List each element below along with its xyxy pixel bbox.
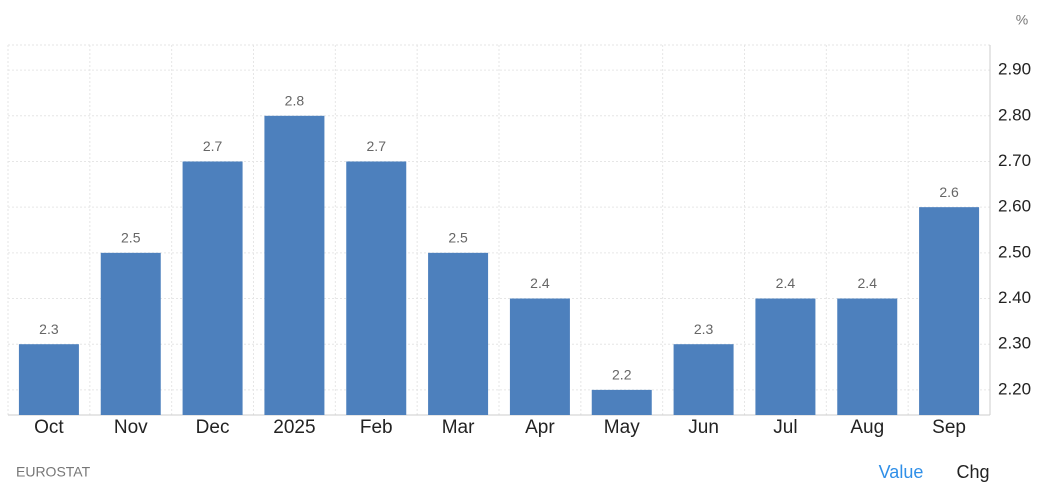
bar	[18, 344, 79, 415]
data-label: 2.7	[203, 138, 223, 154]
data-label: 2.3	[39, 321, 59, 337]
x-tick-label: May	[604, 417, 640, 438]
data-label: 2.6	[939, 184, 959, 200]
bar	[591, 389, 652, 415]
data-label: 2.4	[530, 275, 550, 291]
data-label: 2.3	[694, 321, 714, 337]
data-label: 2.4	[858, 275, 878, 291]
y-tick-label: 2.60	[998, 197, 1031, 216]
data-label: 2.4	[776, 275, 796, 291]
y-tick-label: 2.50	[998, 242, 1031, 261]
y-tick-label: 2.80	[998, 105, 1031, 124]
x-tick-label: 2025	[273, 417, 315, 438]
x-tick-label: Dec	[196, 417, 230, 438]
chg-button[interactable]: Chg	[956, 462, 989, 482]
x-tick-label: Jul	[773, 417, 797, 438]
y-tick-label: 2.20	[998, 379, 1031, 398]
y-tick-label: 2.30	[998, 334, 1031, 353]
x-tick-label: Sep	[932, 417, 966, 438]
x-tick-label: Mar	[442, 417, 475, 438]
data-label: 2.7	[367, 138, 387, 154]
data-label: 2.5	[448, 230, 468, 246]
x-tick-label: Apr	[525, 417, 555, 438]
bar	[100, 252, 161, 415]
y-tick-label: 2.40	[998, 288, 1031, 307]
bar	[428, 252, 489, 415]
value-button[interactable]: Value	[879, 462, 924, 482]
source: EUROSTAT	[16, 464, 91, 480]
y-tick-label: 2.90	[998, 60, 1031, 79]
bar	[673, 344, 734, 415]
bar	[509, 298, 570, 415]
y-tick-label: 2.70	[998, 151, 1031, 170]
x-tick-label: Aug	[850, 417, 884, 438]
bar	[264, 115, 325, 416]
x-tick-label: Jun	[688, 417, 719, 438]
bar	[837, 298, 898, 415]
x-tick-label: Nov	[114, 417, 148, 438]
data-label: 2.2	[612, 367, 632, 383]
x-tick-label: Feb	[360, 417, 393, 438]
bar	[346, 161, 407, 415]
unit-label: %	[1016, 12, 1028, 28]
bar	[919, 207, 980, 415]
bar	[182, 161, 243, 415]
bar	[755, 298, 816, 415]
x-tick-label: Oct	[34, 417, 64, 438]
data-label: 2.8	[285, 93, 305, 109]
data-label: 2.5	[121, 230, 141, 246]
